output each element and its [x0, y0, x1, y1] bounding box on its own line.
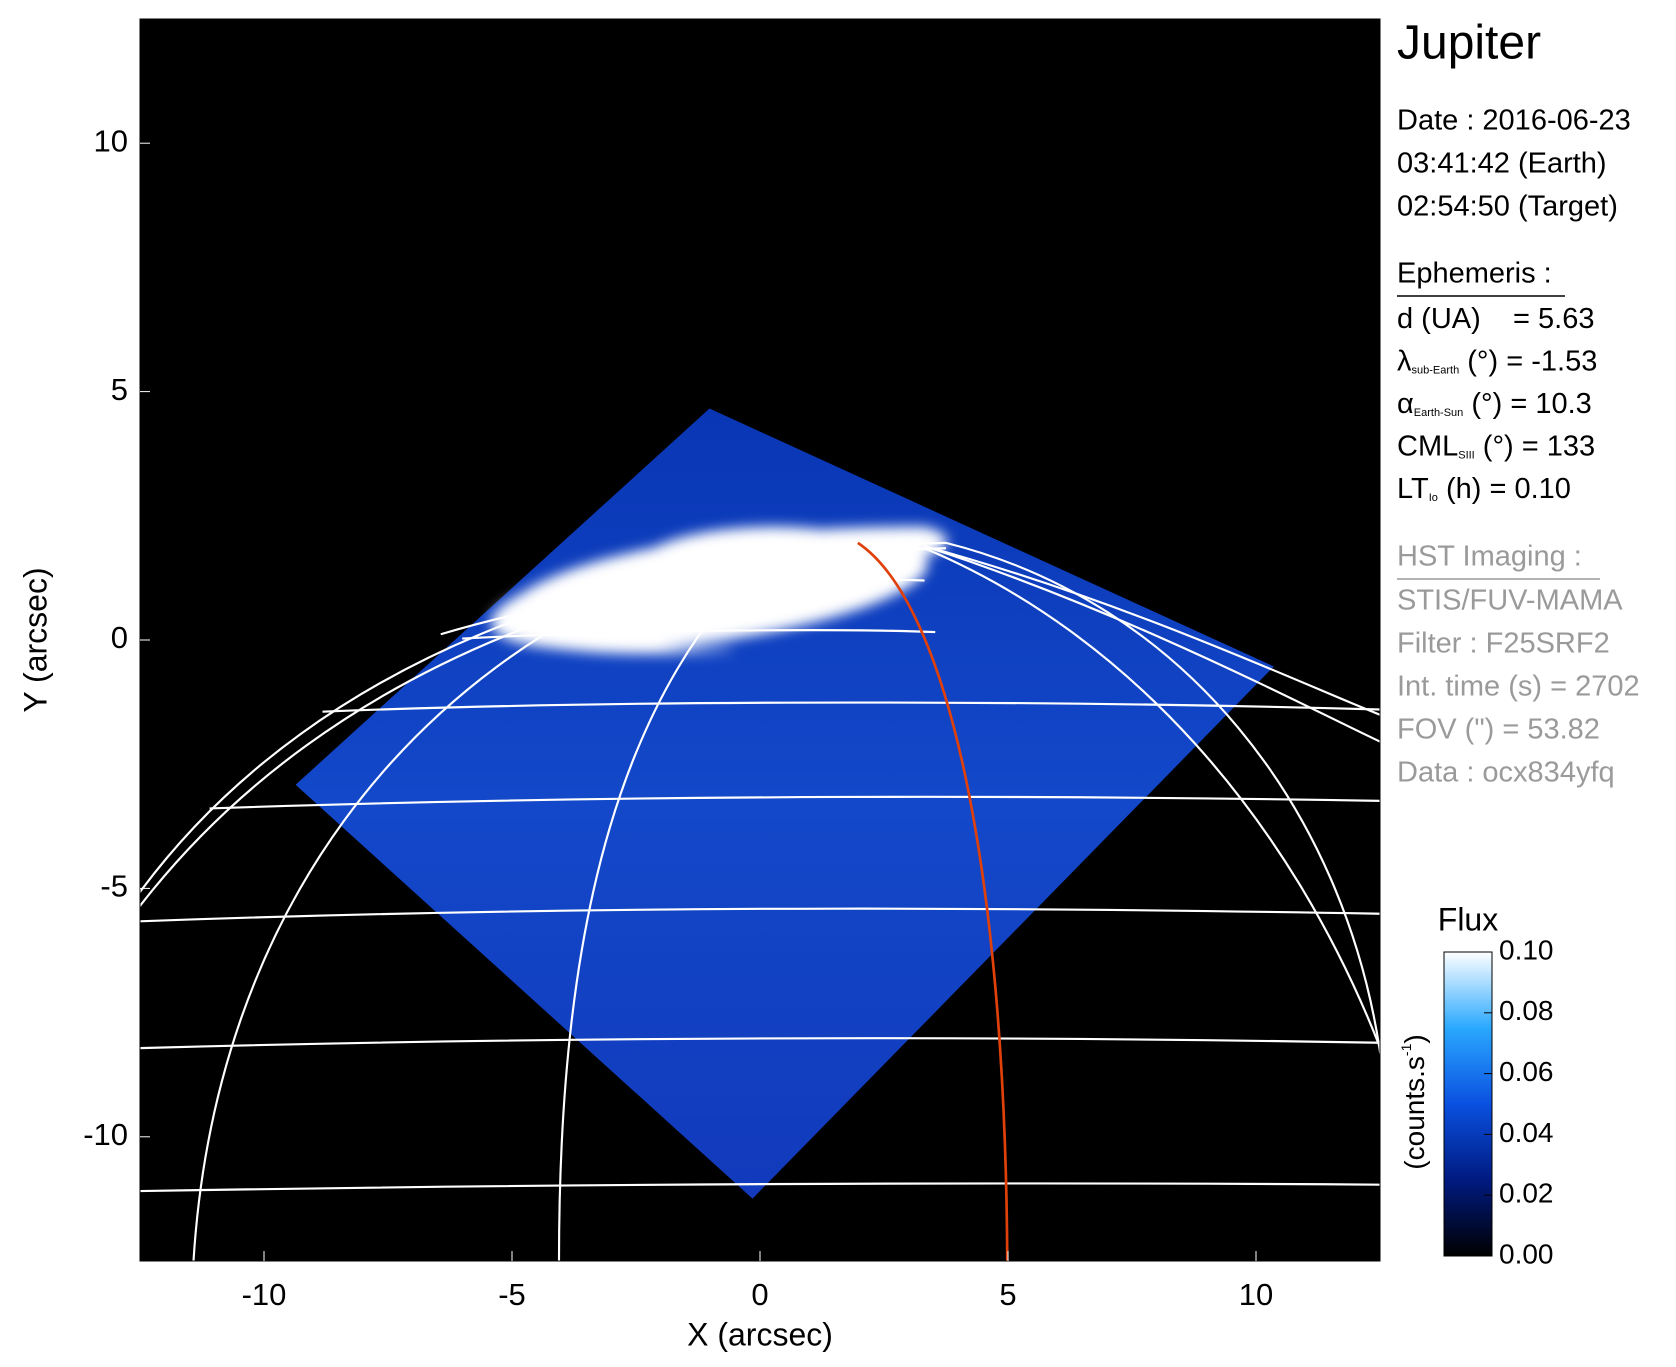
y-tick-label: 5: [111, 372, 128, 407]
ephemeris-subscript: Io: [1429, 492, 1438, 504]
info-panel: Date : 2016-06-23 03:41:42 (Earth) 02:54:5…: [1397, 105, 1640, 789]
ephemeris-line: d (UA) = 5.63: [1397, 303, 1594, 335]
colorbar-tick-label: 0.02: [1499, 1178, 1554, 1209]
ephemeris-value: (h) = 0.10: [1438, 473, 1571, 505]
ephemeris-subscript: Earth-Sun: [1414, 407, 1464, 419]
colorbar-label-end: ): [1399, 1034, 1430, 1043]
colorbar-tick-label: 0.08: [1499, 995, 1554, 1026]
colorbar-title: Flux: [1438, 901, 1498, 937]
colorbar-tick-label: 0.06: [1499, 1056, 1554, 1087]
y-tick-label: 0: [111, 620, 128, 655]
colorbar-tick-label: 0.00: [1499, 1238, 1554, 1269]
image: [139, 19, 1381, 1261]
x-tick-label: 0: [751, 1277, 768, 1312]
imaging-line: STIS/FUV-MAMA: [1397, 585, 1623, 617]
y-tick-label: -10: [83, 1117, 128, 1152]
imaging-line: FOV (") = 53.82: [1397, 714, 1600, 746]
imaging-line: Filter : F25SRF2: [1397, 628, 1610, 660]
colorbar-label: (counts.s-1): [1398, 1034, 1431, 1169]
ephemeris-value: (°) = 10.3: [1463, 388, 1591, 420]
x-tick-label: 5: [999, 1277, 1016, 1312]
ephemeris-value: (°) = -1.53: [1459, 345, 1597, 377]
y-label: Y (arcsec): [17, 567, 53, 712]
y-tick-label: 10: [94, 123, 128, 158]
x-tick-label: -5: [498, 1277, 526, 1312]
ephemeris-line: αEarth-Sun (°) = 10.3: [1397, 388, 1592, 420]
ephemeris-symbol: CML: [1397, 430, 1458, 462]
colorbar-label-text: (counts.s: [1399, 1056, 1430, 1170]
ephemeris-line: LTIo (h) = 0.10: [1397, 473, 1571, 505]
ephemeris-heading: Ephemeris :: [1397, 258, 1552, 290]
date-line: 02:54:50 (Target): [1397, 191, 1618, 223]
ephemeris-line: CMLSIII (°) = 133: [1397, 430, 1595, 462]
x-tick-label: -10: [242, 1277, 287, 1312]
panel-title: Jupiter: [1397, 17, 1541, 70]
imaging-line: Data : ocx834yfq: [1397, 757, 1615, 789]
colorbar-tick-label: 0.10: [1499, 934, 1554, 965]
ephemeris-symbol: d (UA) = 5.63: [1397, 303, 1594, 335]
ephemeris-value: (°) = 133: [1475, 430, 1595, 462]
colorbar-tick-label: 0.04: [1499, 1117, 1554, 1148]
date-line: Date : 2016-06-23: [1397, 105, 1631, 137]
date-line: 03:41:42 (Earth): [1397, 148, 1607, 180]
colorbar-label-sup: -1: [1398, 1043, 1414, 1056]
ephemeris-line: λsub-Earth (°) = -1.53: [1397, 345, 1597, 377]
x-tick-label: 10: [1239, 1277, 1273, 1312]
ephemeris-subscript: SIII: [1458, 449, 1475, 461]
ephemeris-symbol: λ: [1397, 345, 1412, 377]
y-tick-label: -5: [100, 869, 128, 904]
imaging-heading: HST Imaging :: [1397, 541, 1582, 573]
ephemeris-subscript: sub-Earth: [1412, 364, 1460, 376]
colorbar: [1443, 951, 1493, 1257]
ephemeris-symbol: α: [1397, 388, 1414, 420]
ephemeris-symbol: LT: [1397, 473, 1429, 505]
imaging-line: Int. time (s) = 2702: [1397, 671, 1640, 703]
x-label: X (arcsec): [687, 1316, 833, 1352]
